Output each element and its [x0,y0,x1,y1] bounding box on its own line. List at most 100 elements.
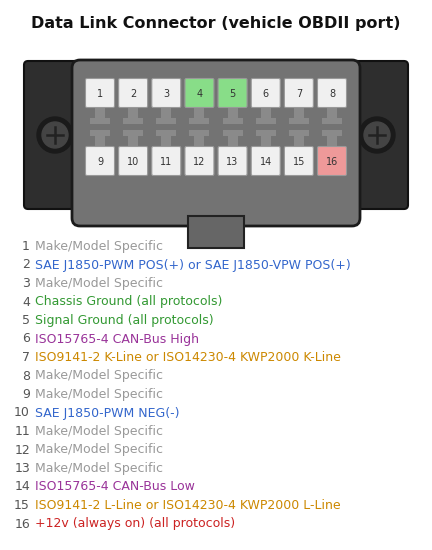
Bar [327,106,337,124]
Text: Make/Model Specific: Make/Model Specific [35,462,163,475]
Text: Make/Model Specific: Make/Model Specific [35,277,163,290]
Bar [156,118,176,124]
FancyBboxPatch shape [318,79,346,107]
Text: 15: 15 [14,499,30,512]
Bar [228,106,238,124]
Bar [188,216,244,248]
Text: 13: 13 [226,157,239,167]
Text: 7: 7 [296,89,302,99]
Text: 3: 3 [163,89,169,99]
Text: 8: 8 [22,370,30,382]
FancyBboxPatch shape [218,79,247,107]
Text: 6: 6 [263,89,269,99]
Bar [222,130,243,136]
Bar [128,106,138,124]
Text: 4: 4 [197,89,203,99]
Text: Make/Model Specific: Make/Model Specific [35,443,163,456]
Bar [228,130,238,148]
Bar [194,106,204,124]
FancyBboxPatch shape [152,146,181,175]
Bar [256,130,276,136]
Text: 10: 10 [14,406,30,420]
Text: Make/Model Specific: Make/Model Specific [35,425,163,438]
FancyBboxPatch shape [24,61,87,209]
Bar [327,130,337,148]
Text: 15: 15 [292,157,305,167]
Bar [161,106,171,124]
Circle shape [364,122,390,148]
FancyBboxPatch shape [345,61,408,209]
Text: Make/Model Specific: Make/Model Specific [35,370,163,382]
Text: Signal Ground (all protocols): Signal Ground (all protocols) [35,314,214,327]
Bar [261,130,271,148]
Text: 11: 11 [14,425,30,438]
Circle shape [359,117,395,153]
FancyBboxPatch shape [86,79,114,107]
Bar [322,118,342,124]
Text: 12: 12 [193,157,206,167]
Text: 16: 16 [14,518,30,531]
Text: 1: 1 [97,89,103,99]
FancyBboxPatch shape [218,146,247,175]
Text: 5: 5 [22,314,30,327]
Text: SAE J1850-PWM POS(+) or SAE J1850-VPW POS(+): SAE J1850-PWM POS(+) or SAE J1850-VPW PO… [35,258,351,272]
Bar [161,130,171,148]
Bar [189,118,210,124]
Bar [95,106,105,124]
Bar [256,118,276,124]
Bar [95,130,105,148]
Text: +12v (always on) (all protocols): +12v (always on) (all protocols) [35,518,235,531]
Text: 14: 14 [260,157,272,167]
FancyBboxPatch shape [318,146,346,175]
Text: 3: 3 [22,277,30,290]
Text: 12: 12 [14,443,30,456]
FancyBboxPatch shape [284,146,313,175]
Bar [222,118,243,124]
Text: 9: 9 [97,157,103,167]
Text: 11: 11 [160,157,172,167]
FancyBboxPatch shape [72,60,360,226]
FancyBboxPatch shape [185,79,214,107]
FancyBboxPatch shape [86,146,114,175]
FancyBboxPatch shape [251,79,280,107]
Bar [123,130,143,136]
Bar [261,106,271,124]
Text: 4: 4 [22,295,30,309]
Bar [90,118,110,124]
Text: Make/Model Specific: Make/Model Specific [35,240,163,253]
Bar [189,130,210,136]
Bar [289,118,309,124]
FancyBboxPatch shape [119,79,148,107]
Bar [123,118,143,124]
Bar [289,130,309,136]
FancyBboxPatch shape [119,146,148,175]
Text: 5: 5 [229,89,236,99]
FancyBboxPatch shape [152,79,181,107]
Text: 8: 8 [329,89,335,99]
Text: 2: 2 [130,89,136,99]
Text: 13: 13 [14,462,30,475]
Bar [90,130,110,136]
Circle shape [37,117,73,153]
FancyBboxPatch shape [251,146,280,175]
Text: ISO15765-4 CAN-Bus High: ISO15765-4 CAN-Bus High [35,333,199,345]
Text: 7: 7 [22,351,30,364]
Text: 10: 10 [127,157,139,167]
Bar [322,130,342,136]
Text: Chassis Ground (all protocols): Chassis Ground (all protocols) [35,295,222,309]
FancyBboxPatch shape [284,79,313,107]
Text: 2: 2 [22,258,30,272]
Text: Data Link Connector (vehicle OBDII port): Data Link Connector (vehicle OBDII port) [31,16,401,31]
FancyBboxPatch shape [185,146,214,175]
Text: ISO9141-2 K-Line or ISO14230-4 KWP2000 K-Line: ISO9141-2 K-Line or ISO14230-4 KWP2000 K… [35,351,341,364]
Text: 16: 16 [326,157,338,167]
Text: ISO9141-2 L-Line or ISO14230-4 KWP2000 L-Line: ISO9141-2 L-Line or ISO14230-4 KWP2000 L… [35,499,340,512]
Text: SAE J1850-PWM NEG(-): SAE J1850-PWM NEG(-) [35,406,180,420]
Bar [128,130,138,148]
Text: 14: 14 [14,481,30,493]
Text: 6: 6 [22,333,30,345]
Text: ISO15765-4 CAN-Bus Low: ISO15765-4 CAN-Bus Low [35,481,195,493]
Circle shape [42,122,68,148]
Text: 1: 1 [22,240,30,253]
Bar [294,130,304,148]
